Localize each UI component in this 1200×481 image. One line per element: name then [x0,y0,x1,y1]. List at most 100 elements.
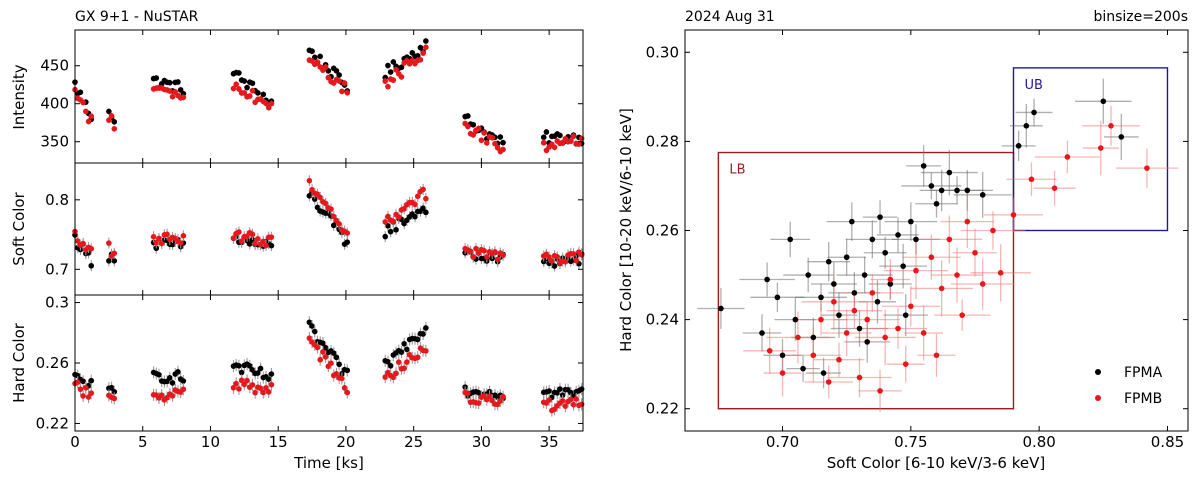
fpmb-point [344,89,351,96]
legend-label-fpmb: FPMB [1124,391,1162,407]
fpmb-point [954,272,960,278]
fpma-point [153,75,160,81]
fpma-point [820,370,827,376]
fpma-point [385,222,391,229]
y-tick-label: 0.24 [646,311,679,329]
fpma-point [106,258,112,264]
soft-color-panel-marks [72,175,585,272]
fpma-point [420,205,426,211]
fpmb-point [1051,185,1058,191]
fpmb-point [766,348,773,354]
fpmb-point [80,393,86,399]
fpma-point [902,312,909,318]
fpma-point [260,91,267,98]
fpma-point [167,375,173,381]
fpma-point [938,187,945,194]
fpmb-point [255,235,261,242]
fpmb-point [864,316,871,323]
fpmb-point [241,381,248,388]
fpma-point [882,249,888,256]
fpma-point [818,294,824,301]
fpma-point [774,294,781,301]
fpmb-point [244,377,250,384]
soft-color-panel-frame [74,162,584,296]
fpmb-point [390,374,397,381]
fpmb-point [500,146,506,153]
fpmb-point [233,380,240,387]
fpma-point [77,89,84,96]
fpma-point [167,79,173,86]
fpma-point [330,350,337,356]
y-tick-label: 0.7 [45,260,69,278]
fpma-point [255,370,261,376]
fpma-point [344,367,351,374]
fpma-point [979,192,986,198]
fpma-point [236,362,242,369]
fpmb-point [492,249,498,255]
fpmb-point [341,80,348,86]
intensity-panel-frame [74,29,584,164]
fpma-point [311,196,318,202]
fpmb-point [177,240,184,246]
x-tick-label: 25 [404,433,423,451]
fpma-point [843,254,850,261]
fpma-point [861,272,868,278]
fpmb-point [111,126,118,132]
fpmb-point [263,385,269,391]
fpmb-point [500,393,506,400]
y-tick-label: 350 [40,133,69,151]
fpma-point [175,79,181,85]
fpmb-point [238,238,245,245]
fpma-point [111,119,118,125]
fpma-point [1015,143,1022,149]
fpmb-point [167,88,173,94]
fpma-point [309,48,315,55]
fpmb-point [320,349,326,355]
fpmb-point [317,194,323,201]
fpmb-point [322,200,329,207]
fpma-point [244,84,250,91]
fpmb-point [252,240,258,247]
fpmb-point [938,285,945,292]
fpma-point [414,53,421,59]
fpma-point [869,236,876,243]
fpma-point [175,369,181,375]
fpma-point [390,59,397,65]
fpmb-point [233,81,240,88]
soft-color-axis-label: Soft Color [10,191,28,265]
fpmb-point [314,344,321,351]
fpmb-point [420,50,426,56]
fpma-point [268,242,275,249]
fpmb-point [562,259,569,265]
fpma-point [398,64,405,71]
fpmb-point [570,401,577,408]
fpmb-point [322,354,329,360]
lb-region-box [717,151,1015,410]
legend-marker-fpma [1095,369,1101,375]
fpma-point [908,218,914,225]
fpma-point [236,70,242,76]
fpmb-point [249,231,256,238]
x-tick-label: 0.70 [766,433,799,451]
fpma-point [792,316,799,323]
fpmb-point [395,214,402,220]
fpma-point [88,377,95,384]
y-tick-label: 400 [40,95,69,113]
fpmb-point [249,382,256,388]
fpmb-point [1144,165,1150,171]
fpmb-point [83,108,89,115]
fpmb-point [156,235,162,242]
fpmb-point [385,83,391,90]
fpma-point [257,365,264,372]
fpmb-point [486,393,493,400]
fpmb-point [80,99,86,106]
light-curve-ticks: 350 400 450 0.7 0.8 0.22 0.26 0.3 0 5 10 15 20 25 30 35 [36,30,583,451]
fpmb-point [578,252,585,258]
fpmb-point [494,256,501,263]
fpmb-point [856,374,863,381]
x-tick-label: 10 [201,433,220,451]
fpmb-point [946,236,953,243]
fpma-point [423,325,429,331]
fpmb-point [920,330,927,336]
fpmb-point [423,44,429,51]
